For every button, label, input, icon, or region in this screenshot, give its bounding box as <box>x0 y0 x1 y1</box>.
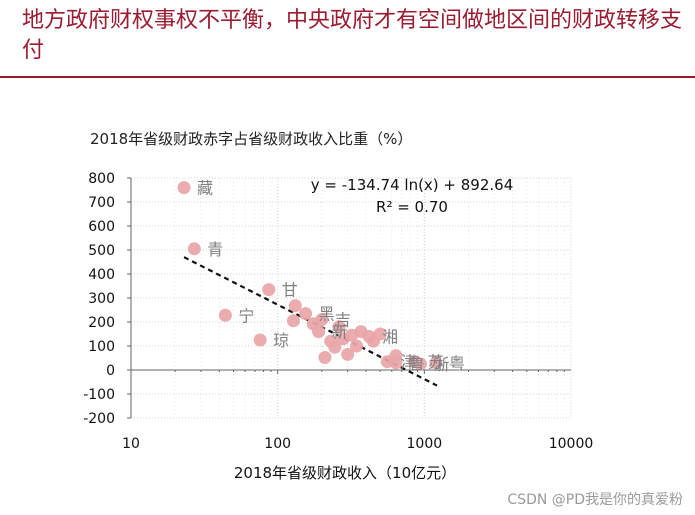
x-axis-label: 2018年省级财政收入（10亿元） <box>234 464 456 482</box>
y-tick-label: 800 <box>88 171 115 187</box>
data-point <box>177 181 191 195</box>
y-tick-labels: -200 -100 0 100 200 300 400 500 600 700 800 <box>83 171 115 427</box>
data-label: 苏 <box>428 353 444 372</box>
data-point <box>373 327 387 341</box>
data-label: 浙 <box>433 355 449 374</box>
y-tick-label: -200 <box>83 411 115 427</box>
data-label: 琼 <box>273 331 289 350</box>
y-tick-label: 700 <box>88 195 115 211</box>
data-point <box>350 339 364 353</box>
data-label: 津 <box>400 353 416 372</box>
data-point <box>429 356 443 370</box>
data-point <box>389 356 403 370</box>
data-label: 宁 <box>238 306 254 325</box>
data-point <box>332 320 346 334</box>
data-point <box>187 242 201 256</box>
data-point <box>299 307 313 321</box>
data-label: 吉 <box>335 311 351 330</box>
y-tick-label: 200 <box>88 315 115 331</box>
y-tick-label: 400 <box>88 267 115 283</box>
watermark: CSDN @PD我是你的真爱粉 <box>507 492 683 508</box>
data-label: 湘 <box>382 327 398 346</box>
point-labels: 藏青宁琼 甘黑新吉湘津鲁 苏浙粤 <box>197 179 465 374</box>
y-tick-label: 500 <box>88 243 115 259</box>
x-tick-label: 100 <box>264 436 291 452</box>
axes <box>127 177 571 419</box>
data-label: 黑 <box>319 305 335 324</box>
x-tick-labels: 10 100 1000 10000 <box>122 436 593 452</box>
data-label: 藏 <box>197 179 213 198</box>
headline-divider <box>0 76 695 78</box>
slide-headline: 地方政府财权事权不平衡，中央政府才有空间做地区间的财政转移支付 <box>22 8 683 63</box>
y-tick-label: 300 <box>88 291 115 307</box>
trendline-r2: R² = 0.70 <box>376 198 448 216</box>
data-point <box>218 308 232 322</box>
x-tick-label: 1000 <box>407 436 443 452</box>
data-point <box>318 351 332 365</box>
x-tick-label: 10 <box>122 436 140 452</box>
data-point <box>262 283 276 297</box>
x-tick-label: 10000 <box>549 436 594 452</box>
y-tick-label: -100 <box>83 387 115 403</box>
y-tick-label: 100 <box>88 339 115 355</box>
data-point <box>413 357 427 371</box>
data-label: 青 <box>207 240 223 259</box>
data-point <box>341 347 355 361</box>
data-point <box>328 340 342 354</box>
trendline-equation: y = -134.74 ln(x) + 892.64 <box>311 176 514 194</box>
data-point <box>253 333 267 347</box>
data-label: 甘 <box>282 281 298 300</box>
data-label: 粤 <box>449 354 465 373</box>
grid <box>130 177 572 419</box>
data-point <box>288 299 302 313</box>
y-tick-label: 0 <box>106 363 115 379</box>
data-point <box>286 314 300 328</box>
chart-title: 2018年省级财政赤字占省级财政收入比重（%） <box>90 130 412 148</box>
data-points <box>177 181 443 371</box>
data-label: 新 <box>332 323 348 342</box>
data-point <box>312 325 326 339</box>
data-label: 鲁 <box>409 354 425 373</box>
y-tick-label: 600 <box>88 219 115 235</box>
data-point <box>315 313 329 327</box>
